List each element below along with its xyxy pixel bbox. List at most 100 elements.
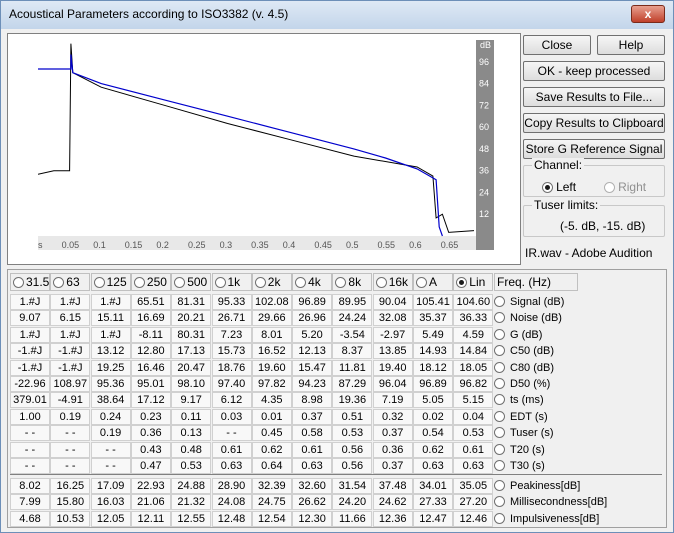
band-radio-lin[interactable]: Lin [453,273,494,291]
parameter-radio[interactable]: Impulsiveness[dB] [494,511,599,527]
parameter-radio[interactable]: Tuser (s) [494,425,554,441]
parameter-label: Tuser (s) [510,427,554,440]
table-cell: 0.51 [332,408,373,425]
table-cell: 0.19 [50,408,91,425]
table-cell: 18.76 [211,359,252,376]
band-radio-250[interactable]: 250 [130,273,171,291]
table-cell: 0.45 [251,425,292,442]
radio-circle-icon [174,277,186,288]
table-cell: 34.01 [413,478,453,494]
radio-dot-icon [542,182,553,193]
table-cell: 90.04 [372,294,413,310]
parameter-label: Peakiness[dB] [510,480,581,492]
x-tick-label: 0.65 [441,240,459,250]
band-radio-125[interactable]: 125 [90,273,131,291]
table-cell: 4.35 [251,392,292,409]
ok-keep-processed-button[interactable]: OK - keep processed [523,61,665,81]
radio-circle-icon [494,378,505,389]
y-tick-label: 84 [479,79,489,89]
table-cell: 20.21 [171,310,212,327]
table-cell: 0.03 [211,408,252,425]
table-cell: 96.89 [413,376,453,392]
band-radio-a[interactable]: A [413,273,453,291]
table-cell: 21.32 [171,494,212,511]
x-axis-band [38,236,476,250]
copy-results-button[interactable]: Copy Results to Clipboard [523,113,665,133]
parameter-radio[interactable]: G (dB) [494,327,542,343]
parameter-label: C80 (dB) [510,361,555,374]
parameter-radio[interactable]: Noise (dB) [494,310,562,326]
table-cell: 87.29 [332,376,373,392]
table-cell: 97.82 [251,376,292,392]
table-cell: 89.95 [332,294,373,310]
radio-circle-icon [494,296,505,307]
parameter-label: Noise (dB) [510,312,562,325]
radio-circle-icon [214,277,226,288]
band-radio-2k[interactable]: 2k [251,273,292,291]
window-close-button[interactable]: x [631,5,665,23]
table-cell: 26.96 [292,310,333,327]
band-radio-4k[interactable]: 4k [292,273,333,291]
parameter-label: T30 (s) [510,460,545,472]
band-label: A [429,275,438,289]
table-cell: 102.08 [251,294,292,310]
parameter-radio[interactable]: Signal (dB) [494,294,564,310]
help-button[interactable]: Help [597,35,665,55]
table-cell: 8.01 [251,326,292,343]
parameter-label: G (dB) [510,328,543,341]
band-radio-8k[interactable]: 8k [332,273,373,291]
radio-circle-icon [494,328,505,340]
table-cell: 8.37 [332,343,373,360]
table-cell: 81.31 [171,294,212,310]
table-cell: 8.02 [10,478,50,494]
channel-right-radio[interactable]: Right [604,180,646,194]
x-tick-label: 0.3 [220,240,233,250]
channel-left-radio[interactable]: Left [542,180,576,194]
table-cell: 9.07 [10,310,50,327]
parameter-radio[interactable]: ts (ms) [494,392,544,408]
radio-circle-icon [53,277,65,288]
table-cell: 10.53 [50,510,91,527]
band-radio-500[interactable]: 500 [171,273,212,291]
table-cell: 5.15 [453,392,494,409]
parameter-label: T20 (s) [510,443,545,456]
store-g-reference-button[interactable]: Store G Reference Signal [523,139,665,159]
decay-graph: dB 96 84 72 60 48 36 24 12 s 0.05 0.1 0.15 0.2 0.25 0.3… [7,33,521,265]
table-cell: -3.54 [332,326,373,343]
table-cell: 0.58 [292,425,333,442]
band-radio-1k[interactable]: 1k [211,273,252,291]
table-cell: 5.49 [413,326,453,343]
y-tick-label: 96 [479,57,489,67]
radio-circle-icon [494,345,505,357]
band-radio-16k[interactable]: 16k [372,273,413,291]
close-button[interactable]: Close [523,35,591,55]
band-label: 4k [308,275,321,289]
radio-circle-icon [93,277,105,288]
parameter-radio[interactable]: T30 (s) [494,458,545,474]
band-radio-63[interactable]: 63 [50,273,91,291]
parameter-radio[interactable]: C50 (dB) [494,343,554,359]
save-results-button[interactable]: Save Results to File... [523,87,665,107]
parameter-radio[interactable]: EDT (s) [494,409,548,425]
parameter-radio[interactable]: T20 (s) [494,442,545,458]
table-cell: 95.33 [211,294,252,310]
parameter-radio[interactable]: Millisecondness[dB] [494,494,607,510]
table-divider [10,474,662,475]
table-cell: - - [50,458,91,474]
x-tick-label: 0.55 [378,240,396,250]
table-cell: 0.02 [413,408,453,425]
table-cell: 0.24 [90,408,131,425]
band-radio-31-5[interactable]: 31.5 [10,273,50,291]
parameter-radio[interactable]: Peakiness[dB] [494,478,580,494]
table-cell: -22.96 [10,376,50,392]
table-cell: 0.53 [332,425,373,442]
parameter-radio[interactable]: D50 (%) [494,376,550,392]
table-cell: 0.19 [90,425,131,442]
parameter-radio[interactable]: C80 (dB) [494,360,554,376]
table-cell: 20.47 [171,359,212,376]
parameter-label: Signal (dB) [510,296,565,308]
radio-circle-icon [604,182,615,193]
table-cell: 16.25 [50,478,91,494]
band-label: 1k [227,275,241,289]
table-cell: 27.33 [413,494,453,511]
